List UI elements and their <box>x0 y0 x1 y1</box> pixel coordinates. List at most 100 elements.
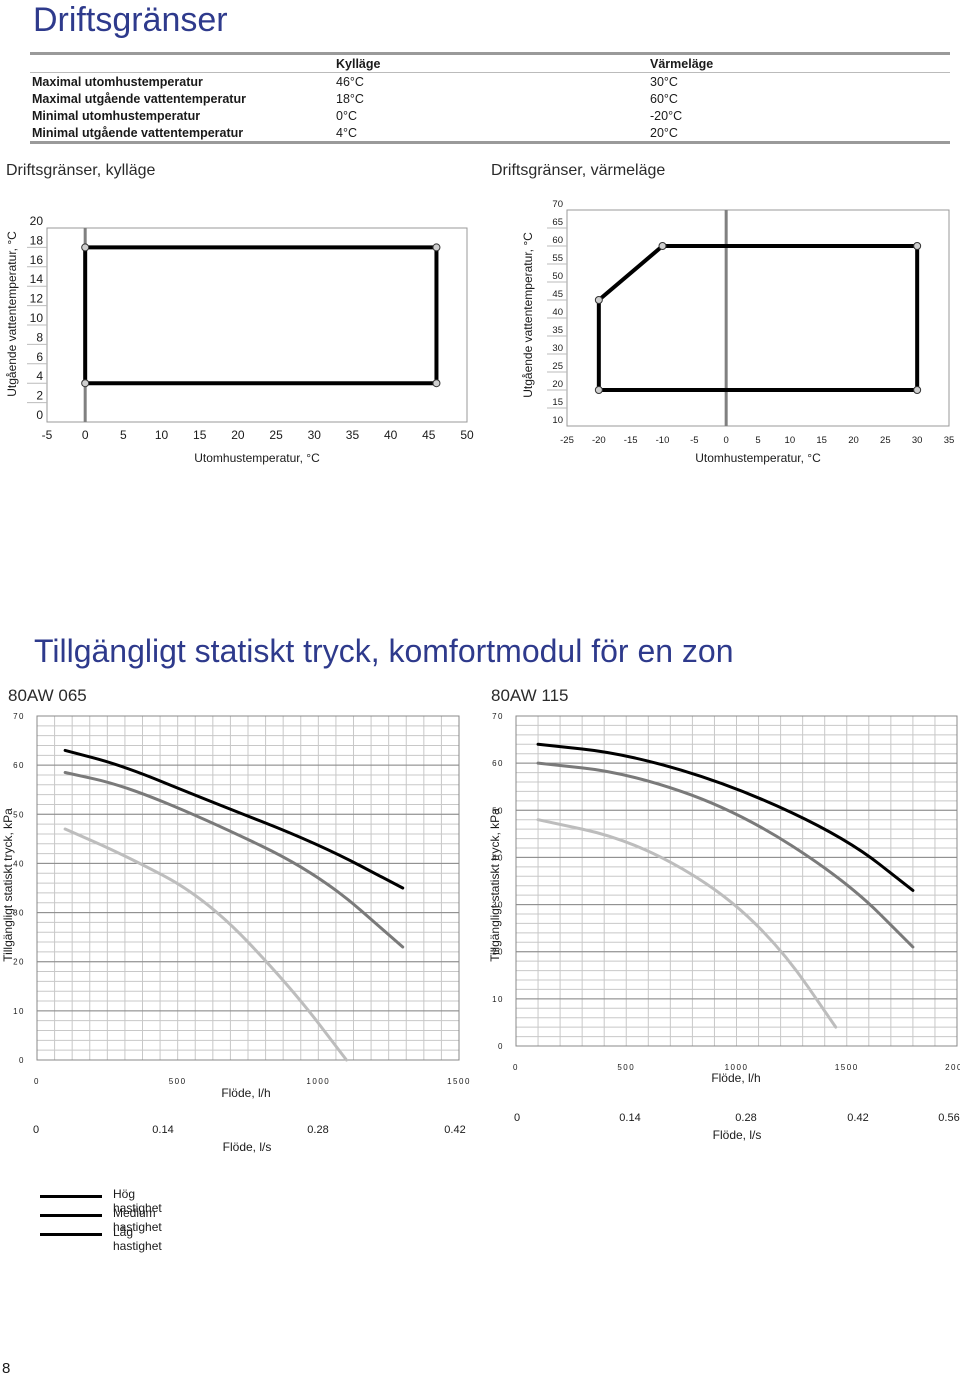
y-tick-label: 50 <box>492 806 504 815</box>
x2-tick-label: 0.14 <box>619 1112 640 1124</box>
table-cell: 60°C <box>650 91 678 106</box>
operating-limits-table: Kylläge Värmeläge Maximal utomhustempera… <box>30 52 950 144</box>
table-header-cell: Kylläge <box>334 52 648 73</box>
y-tick-label: 14 <box>30 272 44 286</box>
y-tick-label: 35 <box>552 325 563 336</box>
y-tick-label: 45 <box>552 289 563 300</box>
limit-corner-point <box>432 379 441 388</box>
y-tick-label: 10 <box>492 995 504 1004</box>
y-tick-label: 25 <box>552 361 563 372</box>
legend-label: Medium hastighet <box>113 1206 162 1234</box>
x-tick-label: 15 <box>193 428 207 442</box>
x-tick-label: 1500 <box>835 1063 859 1072</box>
x-tick-label: 5 <box>755 435 760 446</box>
page-title: Driftsgränser <box>33 1 228 39</box>
table-cell: 0°C <box>336 108 357 123</box>
x-tick-label: 1000 <box>306 1077 330 1086</box>
model-label-065: 80AW 065 <box>8 686 87 705</box>
y-tick-label: 65 <box>552 217 563 228</box>
y-tick-label: 10 <box>13 1007 25 1016</box>
y-tick-label: 6 <box>36 350 43 364</box>
table-row: Minimal utgående vattentemperatur 4°C 20… <box>30 124 950 144</box>
x2-tick-label: 0.28 <box>307 1124 328 1136</box>
table-cell: 4°C <box>334 124 648 144</box>
limit-corner-point <box>913 386 922 394</box>
y-tick-label: 20 <box>13 958 25 967</box>
table-cell: Maximal utomhustemperatur <box>32 74 203 89</box>
table-cell: 20°C <box>648 124 950 144</box>
low-speed-curve <box>536 818 838 1029</box>
x2-axis-label: Flöde, l/s <box>223 1140 272 1154</box>
table-row: Maximal utomhustemperatur 46°C 30°C <box>30 73 950 91</box>
limit-boundary <box>596 244 920 392</box>
x2-tick-label: 0.42 <box>444 1124 465 1136</box>
table-cell: 18°C <box>336 91 364 106</box>
legend-label: Låg hastighet <box>113 1225 162 1253</box>
pressure-chart-115: 7060504030201000500100015002000Flöde, l/… <box>488 712 960 1142</box>
x-axis-label: Flöde, l/h <box>221 1086 270 1100</box>
x-tick-label: 30 <box>308 428 322 442</box>
legend-swatch <box>40 1233 102 1236</box>
x2-tick-label: 0.14 <box>152 1124 173 1136</box>
x-tick-label: 500 <box>169 1077 187 1086</box>
y-tick-label: 2 <box>36 389 43 403</box>
x-tick-label: 25 <box>269 428 283 442</box>
table-cell: Minimal utgående vattentemperatur <box>30 124 334 144</box>
x-tick-label: 20 <box>231 428 245 442</box>
y-tick-label: 0 <box>36 408 43 422</box>
y-axis-label: Utgående vattentemperatur, °C <box>521 232 535 398</box>
plot-frame <box>515 715 958 1047</box>
table-row: Minimal utomhustemperatur 0°C -20°C <box>30 107 950 124</box>
plot-frame <box>566 209 950 427</box>
table-cell: 46°C <box>336 74 364 89</box>
plot-frame <box>36 715 460 1061</box>
high-speed-curve <box>63 748 405 890</box>
y-tick-label: 50 <box>13 810 25 819</box>
limit-corner-point <box>913 242 922 250</box>
y-tick-label: 15 <box>552 397 563 408</box>
page-number: 8 <box>2 1360 11 1377</box>
y-tick-label: 70 <box>552 199 563 210</box>
y-tick-label: 18 <box>30 233 44 247</box>
x-tick-label: 0 <box>724 435 729 446</box>
limit-corner-point <box>594 386 603 394</box>
x-tick-label: 0 <box>82 428 89 442</box>
x-tick-label: 10 <box>155 428 169 442</box>
x-tick-label: 40 <box>384 428 398 442</box>
limit-corner-point <box>658 242 667 250</box>
x-tick-label: 1500 <box>447 1077 471 1086</box>
y-tick-label: 4 <box>36 369 43 383</box>
x-tick-label: 35 <box>346 428 360 442</box>
y-tick-label: 40 <box>492 853 504 862</box>
x-axis-label: Utomhustemperatur, °C <box>194 451 320 465</box>
x-tick-label: -25 <box>560 435 574 446</box>
x-tick-label: 10 <box>785 435 796 446</box>
y-tick-label: 20 <box>552 379 563 390</box>
cooling-chart-heading: Driftsgränser, kylläge <box>6 162 156 179</box>
plot-frame <box>46 227 468 423</box>
x2-axis-label: Flöde, l/s <box>713 1128 762 1142</box>
limit-corner-point <box>594 296 603 304</box>
y-tick-label: 0 <box>19 1056 25 1065</box>
y-tick-label: 10 <box>30 311 44 325</box>
y-tick-label: 0 <box>498 1042 504 1051</box>
pressure-section-title: Tillgängligt statiskt tryck, komfortmodu… <box>34 633 734 669</box>
y-axis-label: Utgående vattentemperatur, °C <box>5 231 19 397</box>
x-tick-label: -10 <box>656 435 670 446</box>
model-label-115: 80AW 115 <box>491 686 569 705</box>
x-axis-label: Utomhustemperatur, °C <box>695 451 821 465</box>
x2-tick-label: 0.42 <box>847 1112 868 1124</box>
x2-tick-label: 0.56 <box>938 1112 959 1124</box>
x-tick-label: 30 <box>912 435 923 446</box>
x2-tick-label: 0 <box>33 1124 39 1136</box>
y-tick-label: 55 <box>552 253 563 264</box>
x-tick-label: 500 <box>617 1063 635 1072</box>
y-tick-label: 12 <box>30 292 44 306</box>
medium-speed-curve <box>536 761 915 949</box>
medium-speed-curve <box>63 771 405 949</box>
x-tick-label: 0 <box>513 1063 519 1072</box>
y-tick-label: 16 <box>30 253 44 267</box>
x-tick-label: 0 <box>34 1077 40 1086</box>
